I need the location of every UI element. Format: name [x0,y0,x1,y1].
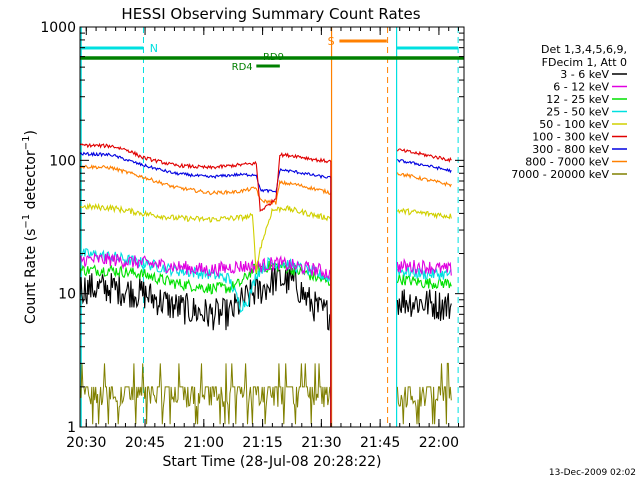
legend-label: 6 - 12 keV [553,81,609,94]
legend-label: 800 - 7000 keV [525,156,609,169]
annotation-n: N [150,42,158,55]
observing-bands: N S RD9 RD4 [80,27,464,427]
generation-timestamp: 13-Dec-2009 02:02 [549,468,636,478]
y-tick-label: 1 [67,420,76,436]
series-line [79,142,452,427]
y-tick-labels: 1 10 100 1000 [40,20,76,436]
y-axis-label-mid: detector [23,150,39,214]
legend-label: 300 - 800 keV [532,143,609,156]
annotation-rd4: RD4 [232,62,253,73]
series-group [79,142,452,427]
axis-ticks [80,27,464,428]
x-tick-label: 21:00 [184,435,224,451]
legend-label: 100 - 300 keV [532,131,609,144]
x-tick-labels: 20:30 20:45 21:00 21:15 21:30 21:45 22:00 [66,435,459,451]
y-axis-label-end: ) [23,130,39,135]
legend: Det 1,3,4,5,6,9,FDecim 1, Att 03 - 6 keV… [511,43,627,181]
legend-label: 12 - 25 keV [546,93,609,106]
annotation-rd9: RD9 [263,52,284,63]
y-axis-label-sup2: −1 [21,136,32,151]
legend-label: 25 - 50 keV [546,106,609,119]
annotation-s: S [328,35,335,48]
series-line [79,260,452,427]
series-line [79,202,452,427]
series-line [79,151,452,427]
series-line [79,362,452,427]
y-tick-label: 100 [49,153,76,169]
x-tick-label: 20:30 [66,435,106,451]
legend-header-line: FDecim 1, Att 0 [542,56,627,69]
legend-label: 3 - 6 keV [560,68,609,81]
y-axis-label: Count Rate (s−1 detector−1) [21,130,39,324]
x-tick-label: 21:15 [242,435,282,451]
x-axis-label: Start Time (28-Jul-08 20:28:22) [162,454,381,470]
legend-label: 50 - 100 keV [539,118,609,131]
legend-label: 7000 - 20000 keV [511,168,609,181]
x-tick-label: 21:30 [301,435,341,451]
y-tick-label: 1000 [40,20,76,36]
series-line [79,264,452,427]
y-axis-label-main: Count Rate (s [23,229,39,324]
chart-title: HESSI Observing Summary Count Rates [121,5,420,23]
series-line [79,164,452,427]
x-tick-label: 21:45 [360,435,400,451]
x-tick-label: 22:00 [419,435,459,451]
y-axis-label-sup1: −1 [21,214,32,229]
x-tick-label: 20:45 [125,435,165,451]
y-tick-label: 10 [58,287,76,303]
series-line [79,252,452,427]
legend-header-line: Det 1,3,4,5,6,9, [541,43,627,56]
